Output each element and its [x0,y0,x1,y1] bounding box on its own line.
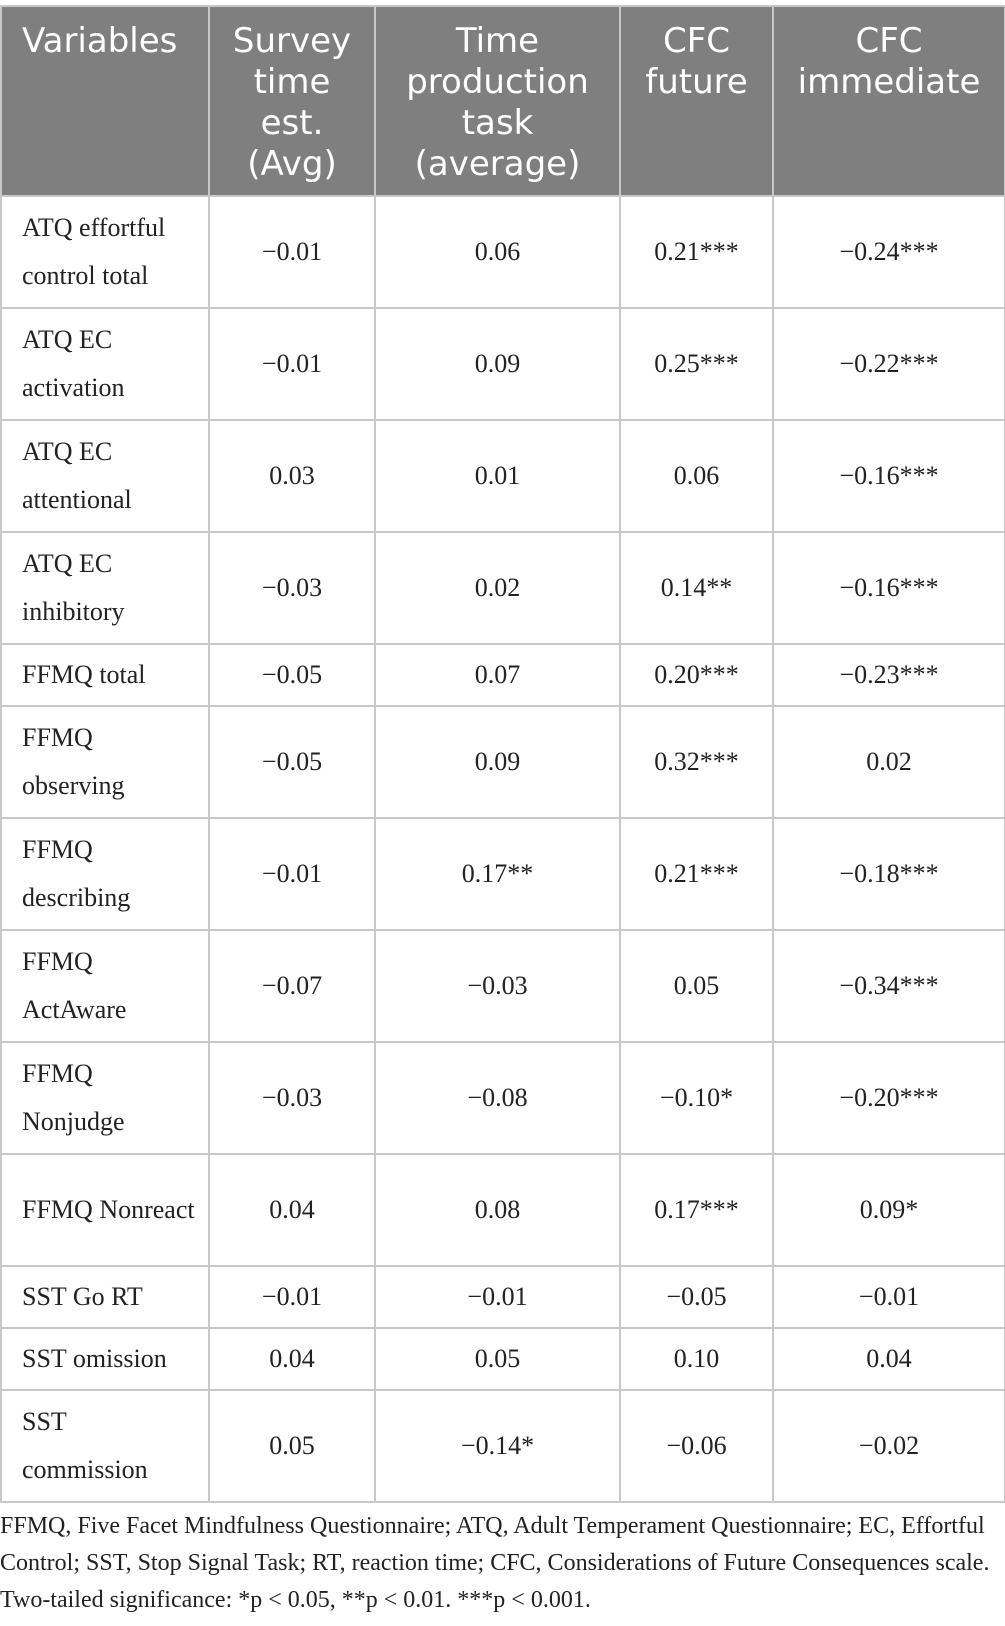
variable-cell: FFMQ Nonreact [0,1153,210,1267]
value-cell: −0.03 [374,929,621,1043]
header-variables: Variables [0,5,210,197]
value-cell: −0.10* [619,1041,774,1155]
variable-cell: FFMQ observing [0,705,210,819]
value-cell: −0.08 [374,1041,621,1155]
variable-cell: ATQ EC activation [0,307,210,421]
value-cell: −0.16*** [772,531,1005,645]
value-cell: −0.23*** [772,643,1005,707]
value-cell: 0.05 [619,929,774,1043]
variable-cell: SST omission [0,1327,210,1391]
value-cell: 0.02 [374,531,621,645]
variable-cell: ATQ EC attentional [0,419,210,533]
table-row: SST omission 0.04 0.05 0.10 0.04 [0,1327,1005,1391]
value-cell: −0.01 [208,195,376,309]
value-cell: −0.24*** [772,195,1005,309]
table-row: FFMQ observing −0.05 0.09 0.32*** 0.02 [0,705,1005,819]
variable-cell: ATQ EC inhibitory [0,531,210,645]
value-cell: 0.09 [374,307,621,421]
value-cell: −0.01 [208,1265,376,1329]
variable-cell: FFMQ total [0,643,210,707]
correlation-table: Variables Survey time est. (Avg) Time pr… [0,5,1005,1503]
value-cell: 0.07 [374,643,621,707]
value-cell: 0.04 [772,1327,1005,1391]
header-row: Variables Survey time est. (Avg) Time pr… [0,5,1005,197]
variable-cell: SST commission [0,1389,210,1503]
value-cell: −0.01 [208,307,376,421]
value-cell: 0.14** [619,531,774,645]
table-row: FFMQ describing −0.01 0.17** 0.21*** −0.18**… [0,817,1005,931]
table-row: FFMQ total −0.05 0.07 0.20*** −0.23*** [0,643,1005,707]
header-cfc-future: CFC future [619,5,774,197]
value-cell: −0.06 [619,1389,774,1503]
table-row: ATQ EC attentional 0.03 0.01 0.06 −0.16*** [0,419,1005,533]
value-cell: 0.09* [772,1153,1005,1267]
variable-cell: FFMQ describing [0,817,210,931]
value-cell: 0.20*** [619,643,774,707]
value-cell: −0.01 [772,1265,1005,1329]
value-cell: −0.03 [208,531,376,645]
value-cell: 0.02 [772,705,1005,819]
table-row: ATQ EC activation −0.01 0.09 0.25*** −0.22**… [0,307,1005,421]
value-cell: −0.14* [374,1389,621,1503]
value-cell: 0.04 [208,1153,376,1267]
variable-cell: ATQ effortful control total [0,195,210,309]
value-cell: −0.02 [772,1389,1005,1503]
value-cell: 0.21*** [619,817,774,931]
value-cell: −0.05 [208,643,376,707]
value-cell: 0.06 [619,419,774,533]
value-cell: −0.07 [208,929,376,1043]
value-cell: −0.22*** [772,307,1005,421]
value-cell: 0.08 [374,1153,621,1267]
value-cell: −0.05 [208,705,376,819]
value-cell: 0.01 [374,419,621,533]
variable-cell: SST Go RT [0,1265,210,1329]
value-cell: 0.17*** [619,1153,774,1267]
value-cell: 0.03 [208,419,376,533]
table-row: FFMQ Nonjudge −0.03 −0.08 −0.10* −0.20*** [0,1041,1005,1155]
table-row: FFMQ ActAware −0.07 −0.03 0.05 −0.34*** [0,929,1005,1043]
table-row: ATQ effortful control total −0.01 0.06 0.21… [0,195,1005,309]
value-cell: −0.01 [208,817,376,931]
value-cell: −0.34*** [772,929,1005,1043]
value-cell: −0.16*** [772,419,1005,533]
value-cell: −0.20*** [772,1041,1005,1155]
value-cell: 0.25*** [619,307,774,421]
header-time-production: Time production task (average) [374,5,621,197]
value-cell: 0.09 [374,705,621,819]
table-row: ATQ EC inhibitory −0.03 0.02 0.14** −0.16*** [0,531,1005,645]
table-row: SST Go RT −0.01 −0.01 −0.05 −0.01 [0,1265,1005,1329]
table-row: FFMQ Nonreact 0.04 0.08 0.17*** 0.09* [0,1153,1005,1267]
value-cell: 0.05 [374,1327,621,1391]
table-row: SST commission 0.05 −0.14* −0.06 −0.02 [0,1389,1005,1503]
value-cell: 0.21*** [619,195,774,309]
variable-cell: FFMQ Nonjudge [0,1041,210,1155]
value-cell: −0.01 [374,1265,621,1329]
table-footnote: FFMQ, Five Facet Mindfulness Questionnai… [0,1513,990,1613]
value-cell: 0.32*** [619,705,774,819]
value-cell: −0.18*** [772,817,1005,931]
value-cell: −0.03 [208,1041,376,1155]
value-cell: 0.06 [374,195,621,309]
value-cell: −0.05 [619,1265,774,1329]
header-survey-time: Survey time est. (Avg) [208,5,376,197]
value-cell: 0.04 [208,1327,376,1391]
value-cell: 0.05 [208,1389,376,1503]
value-cell: 0.10 [619,1327,774,1391]
value-cell: 0.17** [374,817,621,931]
header-cfc-immediate: CFC immediate [772,5,1005,197]
variable-cell: FFMQ ActAware [0,929,210,1043]
